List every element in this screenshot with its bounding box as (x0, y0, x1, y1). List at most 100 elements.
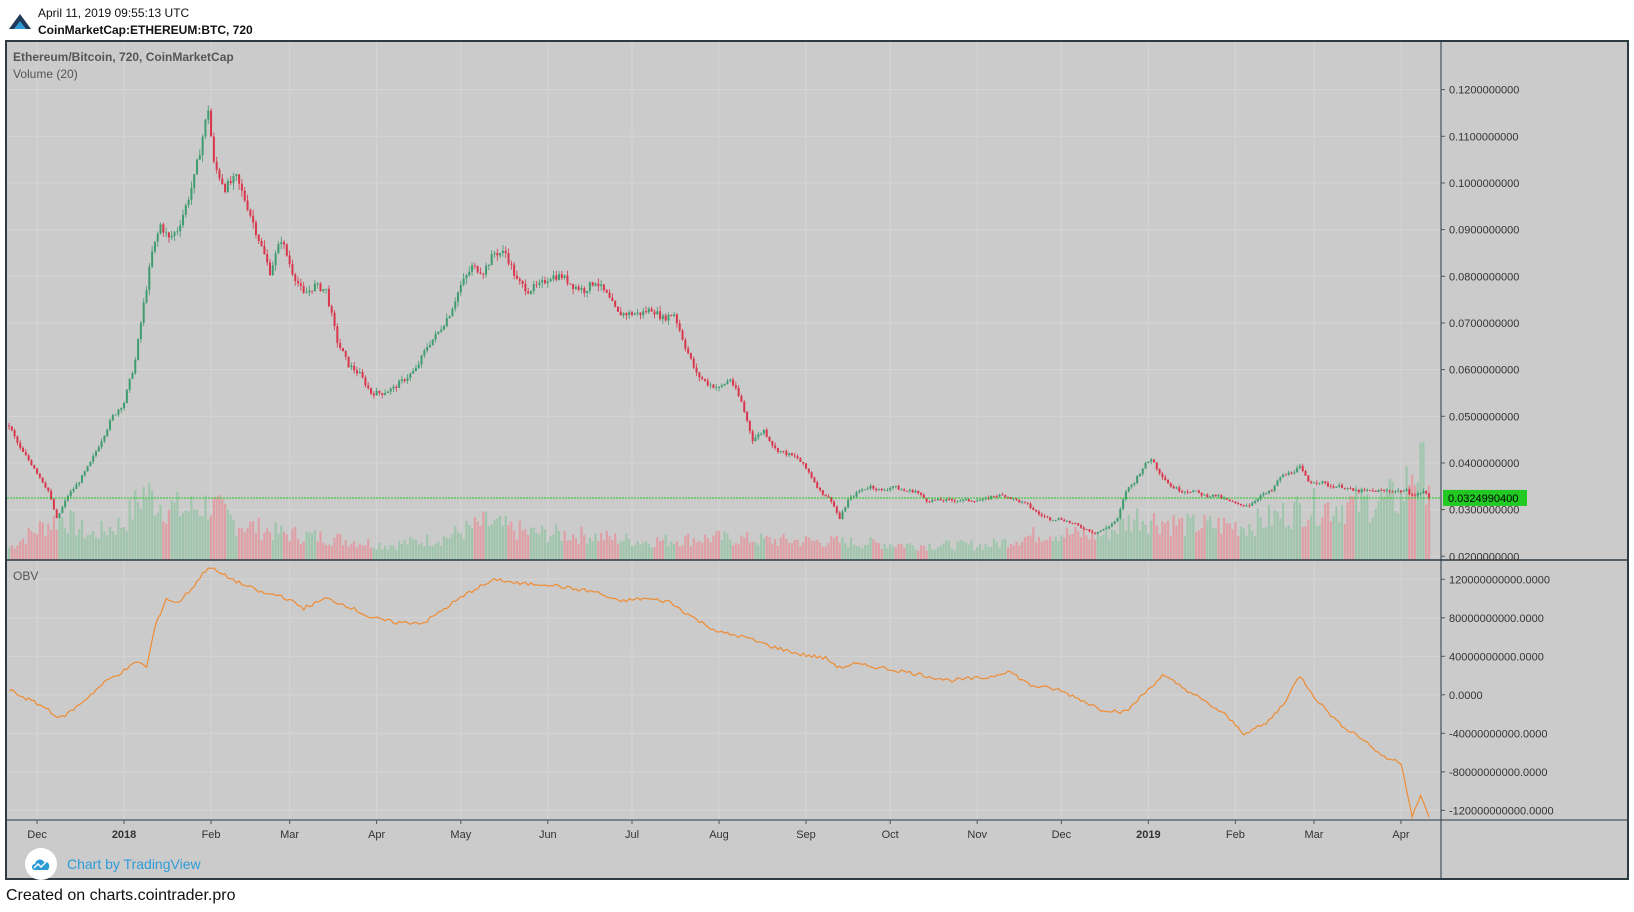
candle-body (917, 490, 920, 493)
candle-body (1183, 491, 1186, 493)
candle-body (16, 436, 19, 443)
candle-body (645, 311, 648, 313)
volume-bar (409, 536, 412, 560)
candle-body (333, 312, 336, 327)
volume-bar (125, 531, 128, 560)
candle-body (10, 426, 13, 431)
candle-body (600, 284, 603, 287)
candle-body (305, 292, 308, 294)
volume-bar (919, 545, 923, 560)
candle-body (552, 275, 555, 280)
candle-body (8, 425, 10, 427)
volume-bar (100, 520, 103, 560)
candle-body (370, 388, 373, 394)
candle-body (254, 222, 257, 235)
volume-bar (695, 542, 698, 560)
volume-bar (1051, 540, 1055, 560)
candle-body (1270, 490, 1273, 492)
candle-body (462, 278, 465, 285)
candle-body (1405, 489, 1408, 491)
volume-bar (703, 534, 707, 560)
candle-body (715, 387, 718, 389)
volume-bar (754, 542, 757, 560)
volume-bar (1242, 528, 1245, 560)
candle-body (877, 488, 880, 491)
candle-body (661, 315, 664, 320)
candle-body (560, 274, 563, 279)
volume-bar (420, 542, 423, 560)
volume-bar (1023, 537, 1026, 560)
volume-bar (153, 515, 157, 560)
candle-body (636, 312, 639, 314)
volume-bar (656, 537, 659, 560)
volume-bar (207, 519, 210, 560)
volume-bar (998, 547, 1001, 560)
candle-body (619, 311, 622, 316)
volume-bar (499, 515, 502, 560)
time-tick-label: 2019 (1136, 829, 1160, 841)
candle-body (1175, 487, 1178, 489)
snapshot-date: April 11, 2019 09:55:13 UTC (38, 6, 190, 20)
volume-bar (1408, 485, 1411, 560)
volume-bar (1049, 536, 1052, 560)
candle-body (824, 494, 827, 497)
volume-bar (1113, 530, 1116, 560)
volume-bar (712, 535, 715, 560)
volume-bar (122, 527, 126, 560)
volume-bar (106, 535, 109, 560)
candle-body (1071, 522, 1074, 524)
candle-body (240, 183, 243, 191)
volume-bar (571, 534, 575, 560)
volume-bar (1338, 521, 1341, 560)
volume-bar (400, 543, 403, 560)
volume-bar (633, 545, 636, 560)
candle-body (1335, 486, 1338, 488)
candle-body (1349, 488, 1352, 490)
candle-body (1029, 503, 1032, 508)
candle-body (445, 318, 448, 327)
candle-body (978, 500, 981, 501)
candle-body (355, 370, 358, 374)
volume-bar (94, 537, 98, 560)
volume-bar (367, 539, 370, 560)
volume-bar (108, 526, 112, 560)
volume-bar (1015, 541, 1018, 560)
volume-bar (1175, 525, 1178, 560)
volume-bar (891, 546, 895, 560)
candle-body (131, 373, 134, 379)
volume-bar (44, 535, 47, 560)
volume-bar (1425, 504, 1428, 560)
volume-bar (681, 545, 684, 560)
candle-body (802, 461, 805, 464)
last-price-marker: 0.0324990400 (7, 489, 1527, 506)
volume-bar (226, 509, 229, 560)
volume-bar (313, 529, 316, 560)
candle-body (973, 501, 976, 503)
volume-bar (78, 529, 81, 560)
candle-body (1026, 502, 1029, 504)
volume-bar (1324, 503, 1327, 560)
candle-body (830, 497, 833, 502)
candle-body (631, 312, 634, 315)
volume-bar (369, 547, 373, 560)
tradingview-watermark[interactable]: Chart by TradingView (25, 848, 201, 880)
price-tick-label: 0.1100000000 (1449, 131, 1519, 143)
volume-bar (16, 545, 19, 560)
candle-body (339, 343, 342, 348)
candle-body (574, 286, 577, 289)
candle-body (184, 205, 187, 215)
volume-bar (448, 537, 451, 560)
candle-body (193, 174, 196, 188)
volume-bar (1043, 539, 1046, 560)
volume-bar (1144, 524, 1147, 560)
candle-body (886, 489, 889, 491)
volume-bar (1237, 535, 1240, 560)
volume-bar (308, 532, 311, 560)
candle-body (1276, 480, 1279, 486)
candle-body (294, 274, 297, 282)
volume-bar (1287, 525, 1290, 560)
candle-body (1282, 474, 1285, 478)
volume-bar (720, 540, 723, 560)
volume-bar (1189, 517, 1192, 560)
volume-bar (232, 519, 235, 560)
